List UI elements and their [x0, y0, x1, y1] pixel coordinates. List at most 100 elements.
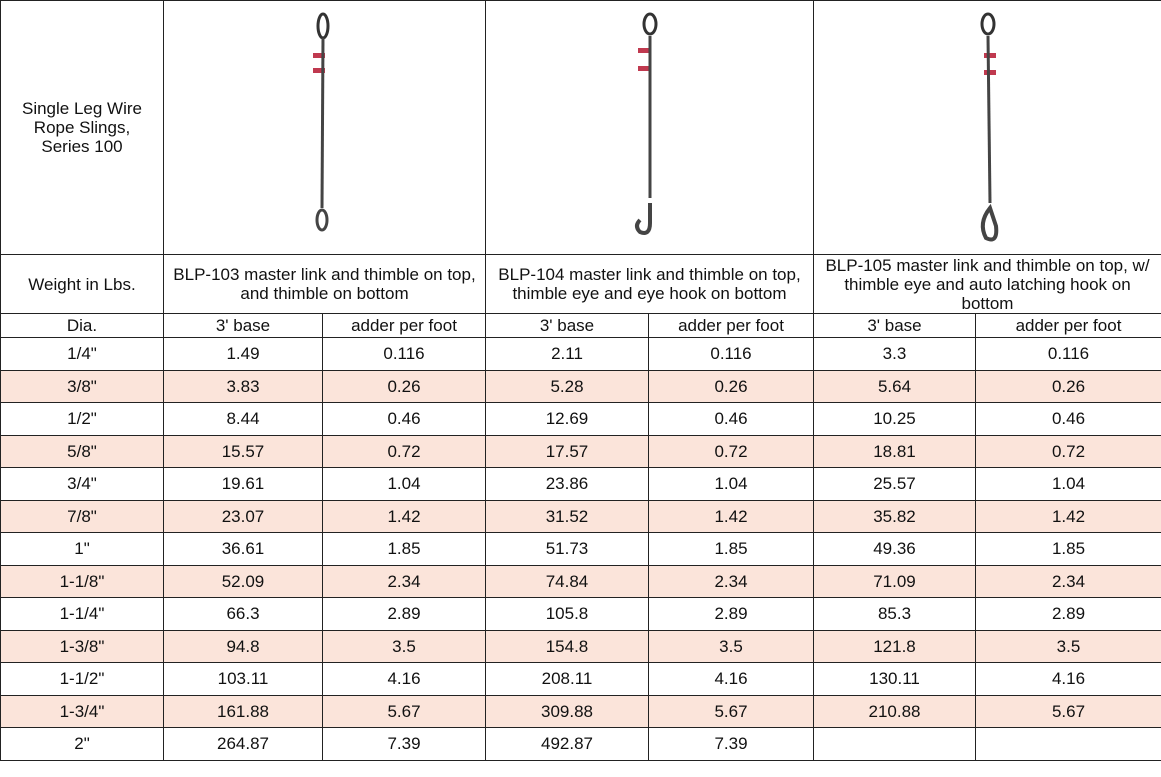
weight-cell: 8.44	[163, 402, 323, 436]
weight-cell: 2.34	[322, 564, 486, 598]
diameter-cell: 1-3/4"	[0, 694, 164, 728]
data-row: 1-3/4" 161.88 5.67 309.88 5.67 210.88 5.67	[0, 694, 1161, 728]
weight-cell: 2.89	[975, 597, 1161, 631]
weight-cell: 0.26	[322, 369, 486, 403]
weight-cell: 31.52	[485, 499, 649, 533]
data-row: 1/2" 8.44 0.46 12.69 0.46 10.25 0.46	[0, 402, 1161, 436]
weight-cell: 5.67	[975, 694, 1161, 728]
diameter-cell: 1/4"	[0, 337, 164, 371]
weight-cell: 130.11	[813, 662, 976, 696]
weight-cell: 154.8	[485, 629, 649, 663]
diameter-cell: 1-3/8"	[0, 629, 164, 663]
weight-cell: 105.8	[485, 597, 649, 631]
weight-cell: 74.84	[485, 564, 649, 598]
weight-cell: 2.34	[648, 564, 814, 598]
weight-cell: 2.34	[975, 564, 1161, 598]
sling-image	[312, 12, 329, 231]
weight-cell: 12.69	[485, 402, 649, 436]
weight-cell: 210.88	[813, 694, 976, 728]
product-name: BLP-104 master link and thimble on top, …	[485, 254, 814, 314]
data-row: 1/4" 1.49 0.116 2.11 0.116 3.3 0.116	[0, 337, 1161, 371]
weight-cell: 1.85	[648, 532, 814, 566]
column-header: 3' base	[485, 313, 649, 338]
weight-cell: 1.04	[648, 467, 814, 501]
weight-cell: 10.25	[813, 402, 976, 436]
product-name: BLP-105 master link and thimble on top, …	[813, 254, 1161, 314]
weight-cell: 49.36	[813, 532, 976, 566]
weight-cell: 5.64	[813, 369, 976, 403]
weight-cell: 85.3	[813, 597, 976, 631]
diameter-cell: 1-1/4"	[0, 597, 164, 631]
weight-cell: 3.3	[813, 337, 976, 371]
weight-cell: 1.04	[322, 467, 486, 501]
column-header: Dia.	[0, 313, 164, 338]
weight-cell: 0.46	[322, 402, 486, 436]
diameter-cell: 1/2"	[0, 402, 164, 436]
data-row: 1-3/8" 94.8 3.5 154.8 3.5 121.8 3.5	[0, 629, 1161, 663]
weight-cell: 0.116	[648, 337, 814, 371]
column-header: adder per foot	[648, 313, 814, 338]
image-cell	[163, 0, 486, 255]
product-name: BLP-103 master link and thimble on top, …	[163, 254, 486, 314]
weight-cell: 71.09	[813, 564, 976, 598]
diameter-cell: 1"	[0, 532, 164, 566]
column-header: 3' base	[163, 313, 323, 338]
weight-cell: 0.26	[648, 369, 814, 403]
weight-cell: 161.88	[163, 694, 323, 728]
image-cell	[813, 0, 1161, 255]
weight-cell: 2.11	[485, 337, 649, 371]
weight-cell	[813, 727, 976, 761]
weight-cell: 1.04	[975, 467, 1161, 501]
weight-label: Weight in Lbs.	[0, 254, 164, 314]
column-header: adder per foot	[322, 313, 486, 338]
weight-cell: 0.116	[975, 337, 1161, 371]
weight-cell: 2.89	[322, 597, 486, 631]
weight-cell: 18.81	[813, 434, 976, 468]
weight-cell: 0.72	[322, 434, 486, 468]
diameter-cell: 7/8"	[0, 499, 164, 533]
diameter-cell: 3/8"	[0, 369, 164, 403]
weight-cell: 0.26	[975, 369, 1161, 403]
weight-cell: 0.116	[322, 337, 486, 371]
image-cell	[485, 0, 814, 255]
data-row: 5/8" 15.57 0.72 17.57 0.72 18.81 0.72	[0, 434, 1161, 468]
column-header: 3' base	[813, 313, 976, 338]
weight-cell: 51.73	[485, 532, 649, 566]
weight-cell: 309.88	[485, 694, 649, 728]
weight-cell: 1.42	[322, 499, 486, 533]
weight-cell: 1.85	[322, 532, 486, 566]
data-row: 1" 36.61 1.85 51.73 1.85 49.36 1.85	[0, 532, 1161, 566]
weight-cell: 208.11	[485, 662, 649, 696]
data-row: 2" 264.87 7.39 492.87 7.39	[0, 727, 1161, 761]
data-row: 1-1/4" 66.3 2.89 105.8 2.89 85.3 2.89	[0, 597, 1161, 631]
weight-cell	[975, 727, 1161, 761]
weight-cell: 3.5	[648, 629, 814, 663]
weight-cell: 4.16	[322, 662, 486, 696]
data-row: 7/8" 23.07 1.42 31.52 1.42 35.82 1.42	[0, 499, 1161, 533]
weight-cell: 35.82	[813, 499, 976, 533]
weight-cell: 3.83	[163, 369, 323, 403]
diameter-cell: 1-1/8"	[0, 564, 164, 598]
weight-cell: 7.39	[322, 727, 486, 761]
column-header: adder per foot	[975, 313, 1161, 338]
weight-cell: 1.49	[163, 337, 323, 371]
weight-cell: 5.67	[648, 694, 814, 728]
weight-cell: 23.86	[485, 467, 649, 501]
weight-cell: 4.16	[975, 662, 1161, 696]
diameter-cell: 2"	[0, 727, 164, 761]
weight-cell: 264.87	[163, 727, 323, 761]
weight-cell: 25.57	[813, 467, 976, 501]
weight-cell: 2.89	[648, 597, 814, 631]
sling-table: Single Leg Wire Rope Slings, Series 100 …	[0, 0, 1161, 761]
weight-cell: 0.46	[648, 402, 814, 436]
data-row: 1-1/2" 103.11 4.16 208.11 4.16 130.11 4.16	[0, 662, 1161, 696]
table-title: Single Leg Wire Rope Slings, Series 100	[0, 0, 164, 255]
weight-cell: 4.16	[648, 662, 814, 696]
weight-cell: 36.61	[163, 532, 323, 566]
weight-cell: 52.09	[163, 564, 323, 598]
diameter-cell: 3/4"	[0, 467, 164, 501]
product-row: Weight in Lbs. BLP-103 master link and t…	[0, 254, 1161, 314]
weight-cell: 121.8	[813, 629, 976, 663]
column-header-row: Dia. 3' base adder per foot 3' base adder pe…	[0, 313, 1161, 338]
